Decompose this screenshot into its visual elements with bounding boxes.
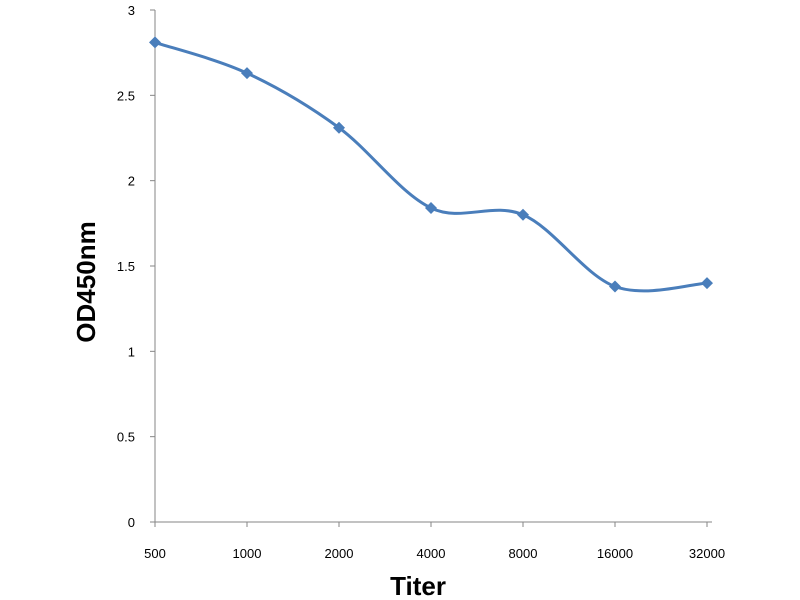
y-tick-label: 1.5 <box>117 259 135 274</box>
y-axis-ticks: 0 0.5 1 1.5 2 2.5 3 <box>117 3 155 530</box>
x-tick-label: 32000 <box>689 546 725 561</box>
series-layer <box>149 36 713 293</box>
data-point-marker <box>517 208 529 221</box>
x-tick-label: 4000 <box>417 546 446 561</box>
x-tick-label: 2000 <box>325 546 354 561</box>
data-point-marker <box>149 36 161 49</box>
data-point-marker <box>333 121 345 134</box>
y-tick-label: 1 <box>128 344 135 359</box>
x-tick-label: 8000 <box>509 546 538 561</box>
y-tick-label: 2 <box>128 174 135 189</box>
data-point-marker <box>425 201 437 214</box>
y-tick-label: 3 <box>128 3 135 18</box>
x-axis-ticks: 500 1000 2000 4000 8000 16000 32000 <box>144 522 725 561</box>
data-point-marker <box>241 67 253 80</box>
data-point-marker <box>609 280 621 293</box>
y-tick-label: 0.5 <box>117 430 135 445</box>
x-axis-title: Titer <box>390 571 446 600</box>
x-tick-label: 1000 <box>233 546 262 561</box>
y-tick-label: 0 <box>128 515 135 530</box>
series-line <box>154 41 708 293</box>
y-tick-label: 2.5 <box>117 88 135 103</box>
x-tick-label: 500 <box>144 546 166 561</box>
y-axis-title: OD450nm <box>71 221 101 342</box>
data-point-marker <box>701 277 713 290</box>
x-tick-label: 16000 <box>597 546 633 561</box>
